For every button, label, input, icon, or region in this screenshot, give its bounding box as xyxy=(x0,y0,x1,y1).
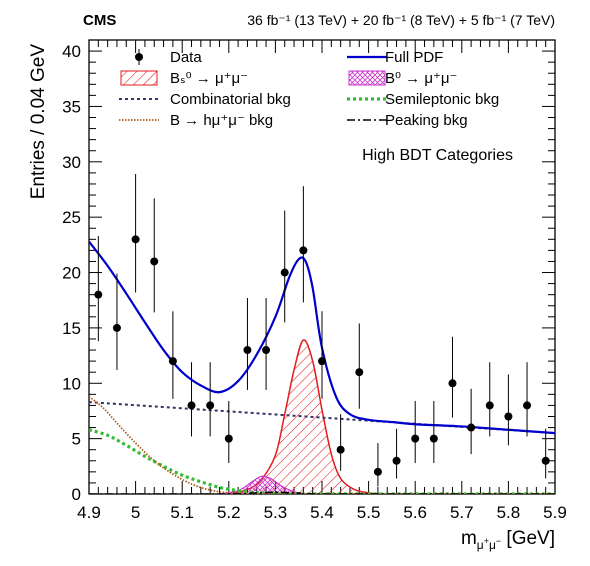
y-tick-label: 25 xyxy=(62,208,81,227)
y-tick-labels: 0 5 10 15 20 25 30 35 40 xyxy=(62,42,81,504)
y-tick-label: 15 xyxy=(62,319,81,338)
data-point xyxy=(280,268,289,277)
y-tick-label: 0 xyxy=(72,485,81,504)
legend-bs-swatch xyxy=(120,70,158,86)
data-point xyxy=(504,412,513,421)
x-tick-label: 5.2 xyxy=(217,503,241,522)
x-axis-title: mμ+μ− [GeV] xyxy=(461,528,555,552)
data-point xyxy=(318,357,326,366)
y-tick-label: 30 xyxy=(62,153,81,172)
category-label: High BDT Categories xyxy=(362,147,513,164)
data-point xyxy=(392,456,401,465)
data-point xyxy=(336,445,345,454)
lumi-label: 36 fb⁻¹ (13 TeV) + 20 fb⁻¹ (8 TeV) + 5 f… xyxy=(247,12,555,28)
data-point xyxy=(373,467,382,476)
data-point xyxy=(523,401,532,410)
legend-hmumu-label: B → hμ⁺μ⁻ bkg xyxy=(170,112,273,129)
data-point xyxy=(355,368,364,377)
data-point xyxy=(131,235,140,244)
x-tick-label: 5.8 xyxy=(497,503,521,522)
y-tick-label: 10 xyxy=(62,374,81,393)
x-tick-label: 5.3 xyxy=(264,503,288,522)
data-point xyxy=(299,246,308,255)
y-axis-title: Entries / 0.04 GeV xyxy=(28,44,49,200)
bs-signal-fill xyxy=(228,339,378,494)
x-tick-label: 4.9 xyxy=(77,503,101,522)
data-point xyxy=(485,401,494,410)
legend-bs-label: Bₛ⁰ → μ⁺μ⁻ xyxy=(170,70,248,87)
x-tick-label: 5.7 xyxy=(450,503,474,522)
data-point xyxy=(224,434,233,443)
legend-data-label: Data xyxy=(170,49,202,66)
x-tick-label: 5.6 xyxy=(403,503,427,522)
legend-semileptonic-label: Semileptonic bkg xyxy=(385,91,499,108)
axis-ticks xyxy=(88,39,556,495)
data-point xyxy=(448,379,457,388)
data-point xyxy=(94,290,103,299)
y-tick-label: 35 xyxy=(62,97,81,116)
full-pdf-curve xyxy=(89,240,555,435)
x-tick-labels: 4.9 5 5.1 5.2 5.3 5.4 5.5 5.6 5.7 5.8 5.9 xyxy=(77,503,567,522)
legend-combinatorial-label: Combinatorial bkg xyxy=(170,91,291,108)
legend-data-marker xyxy=(135,53,143,61)
legend: Data Full PDF Bₛ⁰ → μ⁺μ⁻ B⁰ → μ⁺μ⁻ Combinato… xyxy=(119,49,499,129)
data-point xyxy=(429,434,438,443)
x-tick-label: 5.9 xyxy=(543,503,567,522)
data-point xyxy=(206,401,215,410)
data-point xyxy=(467,423,476,432)
combinatorial-bkg-curve xyxy=(89,401,555,435)
b0-signal-fill xyxy=(219,476,313,494)
experiment-label: CMS xyxy=(83,12,116,29)
plot-curves xyxy=(89,240,555,494)
x-tick-label: 5.5 xyxy=(357,503,381,522)
legend-full_pdf-label: Full PDF xyxy=(385,49,443,66)
data-points xyxy=(94,173,550,487)
legend-peaking-label: Peaking bkg xyxy=(385,112,468,129)
data-point xyxy=(168,357,177,366)
x-tick-label: 5 xyxy=(131,503,140,522)
data-point xyxy=(411,434,420,443)
x-tick-label: 5.1 xyxy=(170,503,194,522)
data-point xyxy=(112,323,121,332)
data-point xyxy=(262,346,271,355)
y-tick-label: 5 xyxy=(72,430,81,449)
data-point xyxy=(187,401,196,410)
data-point xyxy=(541,456,550,465)
legend-b0-swatch xyxy=(348,70,386,86)
x-tick-label: 5.4 xyxy=(310,503,334,522)
y-tick-label: 40 xyxy=(62,42,81,61)
y-tick-label: 20 xyxy=(62,264,81,283)
data-point xyxy=(243,346,252,355)
legend-b0-label: B⁰ → μ⁺μ⁻ xyxy=(385,70,457,87)
data-point xyxy=(150,257,159,266)
